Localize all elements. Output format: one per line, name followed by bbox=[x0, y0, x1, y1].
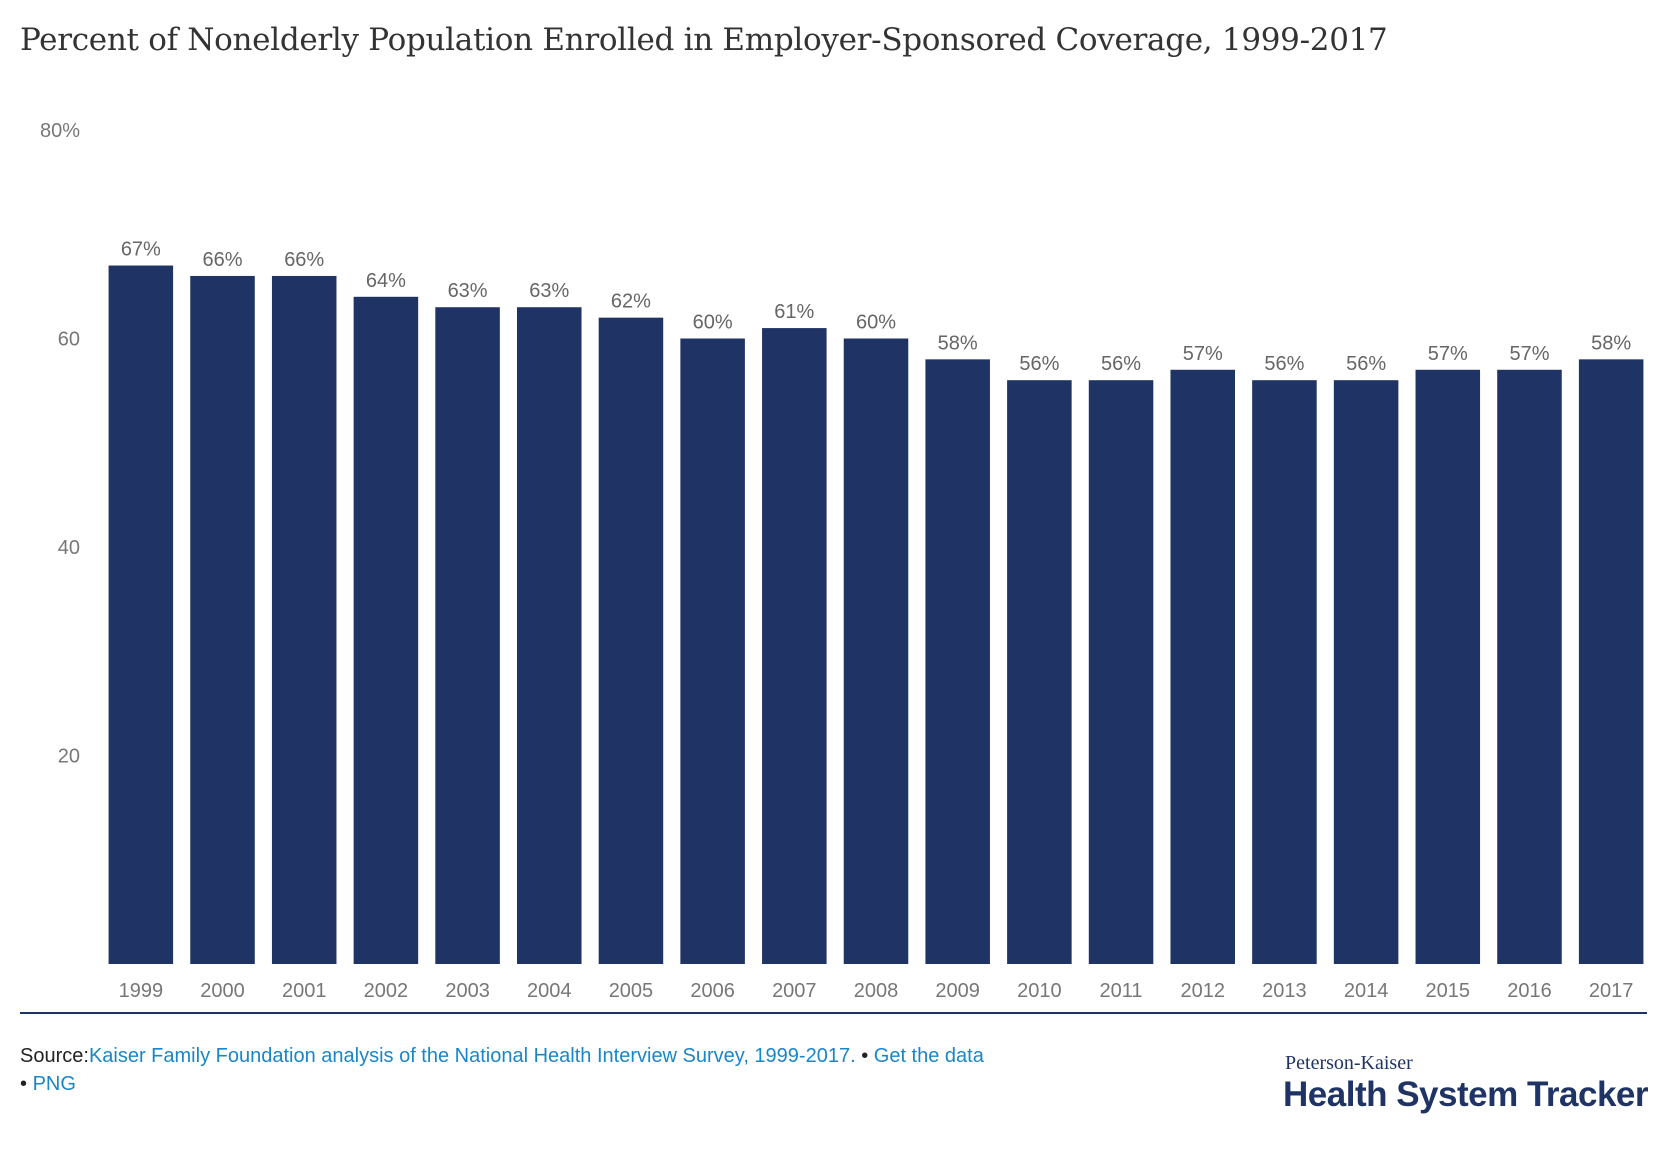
bar bbox=[1333, 380, 1399, 964]
x-tick-label: 2008 bbox=[854, 980, 899, 1002]
bar bbox=[1497, 369, 1562, 964]
bar bbox=[925, 359, 990, 965]
data-labels: 67% 66% 66% 64% 63% 63% 62% 60% 61% 60% 58% 56% 56% 5… bbox=[121, 239, 1632, 376]
bullet-separator: • bbox=[20, 1073, 33, 1095]
logo-line-2: Health System Tracker bbox=[1283, 1075, 1648, 1114]
bar bbox=[843, 338, 909, 964]
x-tick-label: 2002 bbox=[364, 980, 409, 1002]
bar bbox=[598, 317, 664, 964]
data-label: 60% bbox=[856, 312, 896, 334]
x-tick-label: 2017 bbox=[1589, 980, 1634, 1002]
bar bbox=[435, 307, 500, 965]
x-tick-label: 2009 bbox=[935, 980, 980, 1002]
data-label: 57% bbox=[1428, 343, 1468, 365]
x-tick-label: 2016 bbox=[1507, 980, 1552, 1002]
data-label: 58% bbox=[938, 332, 978, 354]
x-tick-label: 2007 bbox=[772, 980, 817, 1002]
source-label: Source: bbox=[20, 1045, 89, 1067]
bar bbox=[1088, 380, 1154, 964]
y-tick-label: 60 bbox=[58, 329, 80, 351]
y-tick-label: 40 bbox=[58, 537, 80, 559]
data-label: 57% bbox=[1509, 343, 1549, 365]
x-tick-label: 2006 bbox=[690, 980, 735, 1002]
y-tick-label: 20 bbox=[58, 746, 80, 768]
bar-chart: 20 40 60 80% 67% 66% 66% 64% 63% 63% 62% 60% 61% 60%… bbox=[40, 120, 1644, 1002]
data-label: 57% bbox=[1183, 343, 1223, 365]
bars bbox=[108, 265, 1644, 965]
bar bbox=[680, 338, 745, 964]
bar bbox=[1170, 369, 1236, 964]
brand-logo: Peterson-Kaiser Health System Tracker bbox=[1283, 1052, 1648, 1115]
data-label: 66% bbox=[203, 249, 243, 271]
bar bbox=[762, 328, 827, 964]
data-label: 60% bbox=[693, 312, 733, 334]
logo-line-1: Peterson-Kaiser bbox=[1285, 1052, 1413, 1074]
source-note: Source:Kaiser Family Foundation analysis… bbox=[20, 1042, 1150, 1098]
data-label: 56% bbox=[1264, 353, 1304, 375]
data-label: 64% bbox=[366, 270, 406, 292]
x-tick-label: 2001 bbox=[282, 980, 327, 1002]
data-label: 58% bbox=[1591, 332, 1631, 354]
x-tick-label: 2011 bbox=[1100, 980, 1143, 1002]
data-label: 67% bbox=[121, 239, 161, 261]
bar bbox=[1007, 380, 1072, 964]
chart-title: Percent of Nonelderly Population Enrolle… bbox=[20, 22, 1388, 58]
bar bbox=[1578, 359, 1644, 965]
bar bbox=[1252, 380, 1317, 964]
bar bbox=[271, 275, 337, 964]
x-tick-label: 2014 bbox=[1344, 980, 1389, 1002]
x-axis: 1999 2000 2001 2002 2003 2004 2005 2006 2007 2008… bbox=[119, 980, 1634, 1002]
x-tick-label: 1999 bbox=[119, 980, 164, 1002]
data-label: 56% bbox=[1346, 353, 1386, 375]
x-tick-label: 2012 bbox=[1180, 980, 1225, 1002]
x-tick-label: 2000 bbox=[200, 980, 245, 1002]
x-tick-label: 2015 bbox=[1426, 980, 1471, 1002]
data-label: 66% bbox=[284, 249, 324, 271]
png-link[interactable]: PNG bbox=[32, 1073, 76, 1095]
data-label: 56% bbox=[1101, 353, 1141, 375]
y-axis: 20 40 60 80% bbox=[40, 120, 80, 768]
bar bbox=[1415, 369, 1481, 964]
data-label: 61% bbox=[774, 301, 814, 323]
data-label: 63% bbox=[529, 280, 569, 302]
bar bbox=[516, 307, 582, 965]
source-link[interactable]: Kaiser Family Foundation analysis of the… bbox=[88, 1045, 856, 1067]
x-tick-label: 2010 bbox=[1017, 980, 1062, 1002]
x-tick-label: 2005 bbox=[609, 980, 654, 1002]
bar bbox=[353, 296, 419, 964]
x-tick-label: 2013 bbox=[1262, 980, 1307, 1002]
data-label: 63% bbox=[448, 280, 488, 302]
bar bbox=[190, 275, 255, 964]
y-tick-label: 80% bbox=[40, 120, 80, 142]
x-tick-label: 2003 bbox=[445, 980, 490, 1002]
footer-divider bbox=[20, 1012, 1647, 1014]
data-label: 56% bbox=[1019, 353, 1059, 375]
bullet-separator: • bbox=[855, 1045, 874, 1067]
x-tick-label: 2004 bbox=[527, 980, 572, 1002]
data-label: 62% bbox=[611, 291, 651, 313]
bar bbox=[108, 265, 174, 964]
get-data-link[interactable]: Get the data bbox=[873, 1045, 984, 1067]
